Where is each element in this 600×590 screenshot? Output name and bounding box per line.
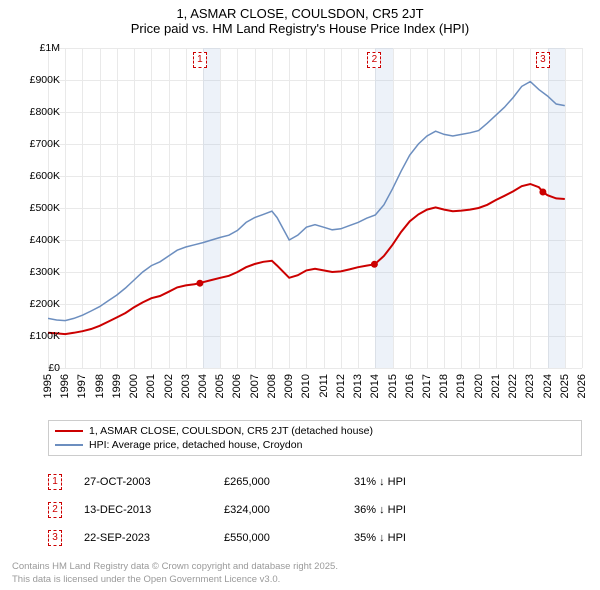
sales-row: 2 13-DEC-2013 £324,000 36% ↓ HPI <box>48 496 582 524</box>
series-line-hpi <box>48 82 565 321</box>
legend-swatch <box>55 444 83 446</box>
x-axis-tick-label: 2010 <box>300 374 312 398</box>
x-axis-tick-label: 1997 <box>76 374 88 398</box>
x-axis-tick-label: 2002 <box>163 374 175 398</box>
y-axis-tick-label: £200K <box>10 298 60 310</box>
x-axis-tick-label: 2006 <box>231 374 243 398</box>
x-axis-tick-label: 2011 <box>318 374 330 398</box>
x-axis-tick-label: 2001 <box>145 374 157 398</box>
y-axis-tick-label: £400K <box>10 234 60 246</box>
legend-item: 1, ASMAR CLOSE, COULSDON, CR5 2JT (detac… <box>55 424 575 438</box>
y-axis-tick-label: £300K <box>10 266 60 278</box>
chart-lines-svg <box>48 48 582 368</box>
x-axis-tick-label: 2000 <box>128 374 140 398</box>
y-axis-tick-label: £100K <box>10 330 60 342</box>
sales-price: £265,000 <box>224 476 344 488</box>
gridline-vertical <box>582 48 583 368</box>
x-axis-tick-label: 2005 <box>214 374 226 398</box>
y-axis-tick-label: £900K <box>10 74 60 86</box>
x-axis-tick-label: 1998 <box>94 374 106 398</box>
chart-container: 1, ASMAR CLOSE, COULSDON, CR5 2JT Price … <box>0 0 600 590</box>
chart-title-line1: 1, ASMAR CLOSE, COULSDON, CR5 2JT <box>0 0 600 21</box>
event-marker: 3 <box>536 52 550 68</box>
chart-plot-area: 1 2 3 <box>48 48 582 368</box>
legend-item: HPI: Average price, detached house, Croy… <box>55 438 575 452</box>
sales-diff: 36% ↓ HPI <box>354 504 484 516</box>
sales-price: £324,000 <box>224 504 344 516</box>
chart-title-line2: Price paid vs. HM Land Registry's House … <box>0 21 600 36</box>
sales-row: 1 27-OCT-2003 £265,000 31% ↓ HPI <box>48 468 582 496</box>
legend-label: HPI: Average price, detached house, Croy… <box>89 439 302 451</box>
x-axis-tick-label: 2016 <box>404 374 416 398</box>
x-axis-tick-label: 2023 <box>524 374 536 398</box>
x-axis-tick-label: 2003 <box>180 374 192 398</box>
x-axis-tick-label: 2017 <box>421 374 433 398</box>
gridline-horizontal <box>48 368 582 369</box>
x-axis-tick-label: 2004 <box>197 374 209 398</box>
sales-marker: 1 <box>48 474 62 490</box>
x-axis-tick-label: 2024 <box>542 374 554 398</box>
x-axis-tick-label: 2008 <box>266 374 278 398</box>
x-axis-tick-label: 2025 <box>559 374 571 398</box>
sales-date: 13-DEC-2013 <box>84 504 214 516</box>
x-axis-tick-label: 1996 <box>59 374 71 398</box>
sales-diff: 31% ↓ HPI <box>354 476 484 488</box>
x-axis-tick-label: 2015 <box>387 374 399 398</box>
sales-diff: 35% ↓ HPI <box>354 532 484 544</box>
attribution-footer: Contains HM Land Registry data © Crown c… <box>12 561 338 586</box>
event-marker: 2 <box>367 52 381 68</box>
x-axis-tick-label: 2022 <box>507 374 519 398</box>
sales-date: 22-SEP-2023 <box>84 532 214 544</box>
x-axis-tick-label: 2014 <box>369 374 381 398</box>
x-axis-tick-label: 2026 <box>576 374 588 398</box>
sale-dot <box>196 280 203 287</box>
x-axis-tick-label: 2020 <box>473 374 485 398</box>
sales-date: 27-OCT-2003 <box>84 476 214 488</box>
series-line-price_paid <box>48 184 565 334</box>
sales-marker: 2 <box>48 502 62 518</box>
x-axis-tick-label: 2009 <box>283 374 295 398</box>
x-axis-tick-label: 2013 <box>352 374 364 398</box>
legend-label: 1, ASMAR CLOSE, COULSDON, CR5 2JT (detac… <box>89 425 373 437</box>
sales-price: £550,000 <box>224 532 344 544</box>
sale-dot <box>539 189 546 196</box>
x-axis-tick-label: 1995 <box>42 374 54 398</box>
y-axis-tick-label: £700K <box>10 138 60 150</box>
sales-table: 1 27-OCT-2003 £265,000 31% ↓ HPI 2 13-DEC-201… <box>48 468 582 552</box>
x-axis-tick-label: 2012 <box>335 374 347 398</box>
y-axis-tick-label: £0 <box>10 362 60 374</box>
x-axis-tick-label: 2021 <box>490 374 502 398</box>
y-axis-tick-label: £1M <box>10 42 60 54</box>
legend-swatch <box>55 430 83 432</box>
x-axis-tick-label: 2018 <box>438 374 450 398</box>
x-axis-tick-label: 2019 <box>455 374 467 398</box>
footer-line2: This data is licensed under the Open Gov… <box>12 574 338 586</box>
y-axis-tick-label: £600K <box>10 170 60 182</box>
legend: 1, ASMAR CLOSE, COULSDON, CR5 2JT (detac… <box>48 420 582 456</box>
x-axis-tick-label: 2007 <box>249 374 261 398</box>
sale-dot <box>371 261 378 268</box>
sales-row: 3 22-SEP-2023 £550,000 35% ↓ HPI <box>48 524 582 552</box>
footer-line1: Contains HM Land Registry data © Crown c… <box>12 561 338 573</box>
x-axis-tick-label: 1999 <box>111 374 123 398</box>
event-marker: 1 <box>193 52 207 68</box>
y-axis-tick-label: £500K <box>10 202 60 214</box>
y-axis-tick-label: £800K <box>10 106 60 118</box>
sales-marker: 3 <box>48 530 62 546</box>
